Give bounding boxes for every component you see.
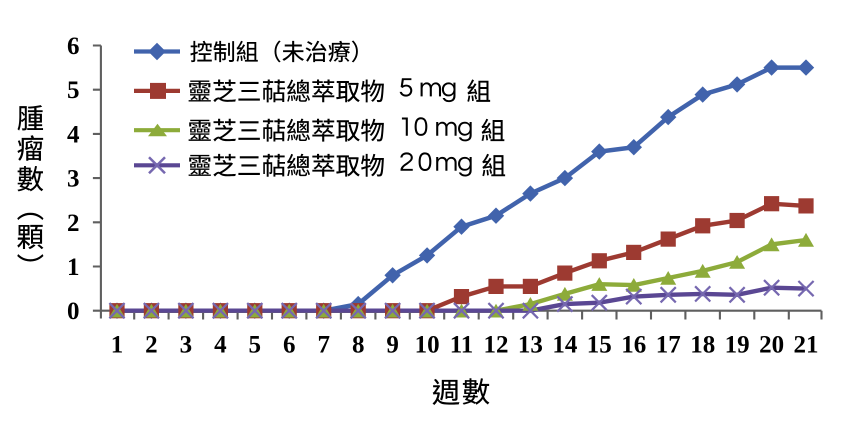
svg-text:1: 1 — [111, 332, 124, 359]
svg-text:4: 4 — [214, 332, 227, 359]
svg-text:5: 5 — [67, 77, 80, 104]
svg-text:15: 15 — [587, 332, 612, 359]
svg-text:11: 11 — [450, 332, 474, 359]
svg-text:18: 18 — [690, 332, 715, 359]
svg-text:14: 14 — [552, 332, 578, 359]
svg-text:2: 2 — [67, 210, 80, 237]
svg-text:13: 13 — [518, 332, 543, 359]
svg-text:5: 5 — [249, 332, 262, 359]
svg-text:6: 6 — [283, 332, 296, 359]
svg-text:20: 20 — [759, 332, 784, 359]
svg-text:3: 3 — [180, 332, 193, 359]
svg-text:12: 12 — [484, 332, 509, 359]
svg-text:1: 1 — [67, 254, 80, 281]
svg-text:3: 3 — [67, 166, 80, 193]
svg-text:7: 7 — [317, 332, 330, 359]
svg-text:2: 2 — [145, 332, 158, 359]
svg-text:19: 19 — [725, 332, 750, 359]
svg-text:17: 17 — [656, 332, 681, 359]
svg-text:16: 16 — [621, 332, 646, 359]
svg-text:4: 4 — [67, 121, 80, 148]
svg-text:9: 9 — [386, 332, 399, 359]
svg-text:10: 10 — [415, 332, 440, 359]
svg-text:0: 0 — [67, 298, 80, 325]
svg-text:6: 6 — [67, 33, 80, 60]
svg-text:8: 8 — [352, 332, 365, 359]
svg-text:21: 21 — [794, 332, 819, 359]
